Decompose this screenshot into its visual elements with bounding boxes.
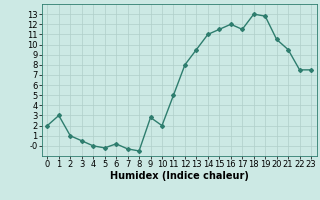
- X-axis label: Humidex (Indice chaleur): Humidex (Indice chaleur): [110, 171, 249, 181]
